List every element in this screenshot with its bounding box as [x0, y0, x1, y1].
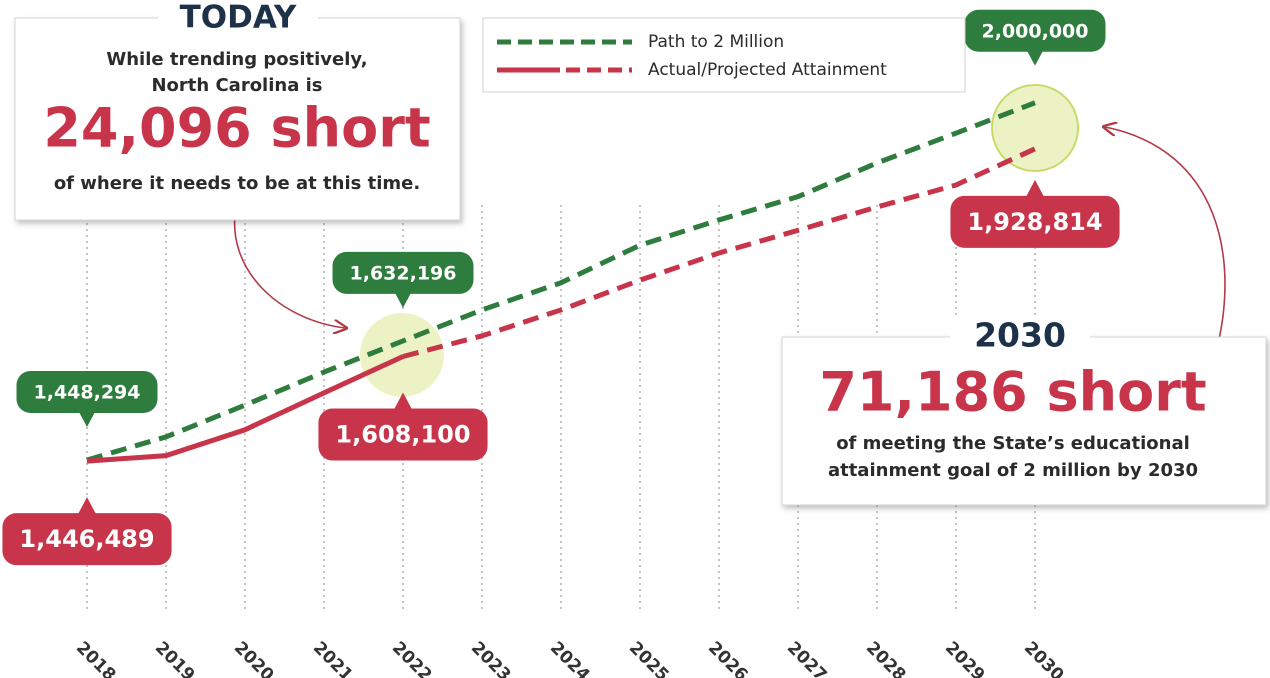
text: attainment goal of 2 million by 2030: [828, 460, 1198, 481]
x-tick-label: 2028: [862, 638, 910, 678]
value-label: 1,608,100: [318, 392, 488, 461]
value-label: 1,446,489: [2, 497, 172, 566]
x-tick-label: 2019: [151, 638, 199, 678]
value-label-text: 1,608,100: [335, 421, 470, 449]
legend-box: [482, 17, 966, 93]
label-pointer: [1026, 179, 1044, 197]
value-label: 1,632,196: [332, 251, 474, 308]
value-labels: 1,448,294 1,632,196 2,000,000 1,446,489 1,60…: [2, 9, 1120, 566]
label-pointer: [1027, 50, 1043, 66]
text: North Carolina is: [151, 75, 322, 96]
value-label-text: 1,446,489: [19, 525, 154, 553]
legend: Path to 2 Million Actual/Projected Attain…: [482, 17, 966, 93]
heading: 2030: [974, 316, 1066, 355]
label-pill: [2, 513, 172, 566]
heading-bg: [158, 2, 318, 34]
x-tick-label: 2021: [309, 638, 357, 678]
x-tick-label: 2025: [625, 638, 673, 678]
value-label-text: 1,928,814: [967, 208, 1102, 236]
label-pointer: [394, 392, 412, 410]
today-box: TODAY While trending positively, North C…: [14, 0, 461, 221]
x-tick-label: 2023: [467, 638, 515, 678]
x-tick-label: 2027: [783, 638, 831, 678]
highlight: 71,186 short: [819, 361, 1206, 424]
box: [781, 336, 1267, 506]
box: [14, 17, 461, 221]
value-label-text: 1,448,294: [34, 381, 141, 403]
value-label-text: 2,000,000: [982, 20, 1089, 42]
value-label: 1,928,814: [950, 179, 1120, 248]
series-line: [402, 146, 1037, 359]
label-pill: [16, 370, 158, 413]
legend-items: Path to 2 Million Actual/Projected Attain…: [497, 32, 887, 80]
label-pill: [318, 408, 488, 461]
x-tick-label: 2020: [230, 638, 278, 678]
arrow: [1105, 127, 1228, 353]
highlight-circle: [991, 84, 1079, 172]
arrow: [224, 206, 345, 328]
heading-bg: [950, 318, 1090, 352]
goal-box: 2030 71,186 short of meeting the State’s…: [781, 316, 1267, 506]
legend-label: Actual/Projected Attainment: [648, 60, 887, 80]
label-pointer: [78, 497, 96, 515]
value-label-text: 1,632,196: [350, 262, 457, 284]
label-pointer: [395, 292, 411, 308]
x-tick-label: 2026: [704, 638, 752, 678]
value-label: 2,000,000: [964, 9, 1106, 66]
text: While trending positively,: [106, 49, 367, 70]
series-line: [86, 354, 405, 464]
x-tick-label: 2024: [546, 638, 594, 678]
x-tick-label: 2029: [941, 638, 989, 678]
grid: [86, 205, 1036, 612]
text: of meeting the State’s educational: [836, 433, 1190, 454]
x-tick-label: 2018: [72, 638, 120, 678]
label-pill: [332, 251, 474, 294]
x-tick-label: 2022: [388, 638, 436, 678]
label-pill: [964, 9, 1106, 52]
value-label: 1,448,294: [16, 370, 158, 427]
label-pill: [950, 195, 1120, 248]
highlight: 24,096 short: [43, 97, 430, 160]
lines: [86, 100, 1037, 464]
heading: TODAY: [180, 0, 297, 36]
text: of where it needs to be at this time.: [54, 173, 420, 194]
x-tick-label: 2030: [1020, 638, 1068, 678]
legend-label: Path to 2 Million: [648, 32, 784, 52]
label-pointer: [79, 411, 95, 427]
series-line: [86, 100, 1036, 463]
